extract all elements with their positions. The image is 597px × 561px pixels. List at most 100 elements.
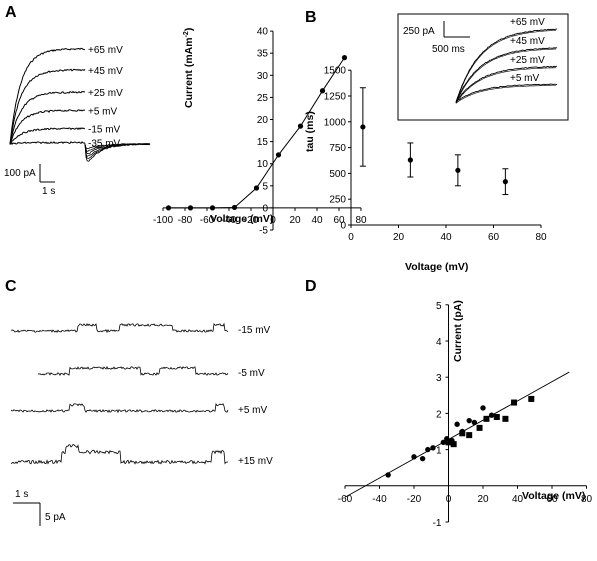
d-square-point	[483, 415, 490, 422]
b-y-tick-label: 750	[329, 143, 346, 154]
c-trace-label: -5 mV	[238, 368, 265, 379]
a-x-tick-label: 20	[289, 215, 301, 226]
a-trace-label: +5 mV	[88, 106, 118, 117]
d-y-tick-label: 2	[436, 409, 442, 420]
a-iv-point	[231, 204, 238, 211]
b-xlabel: Voltage (mV)	[405, 261, 468, 273]
d-y-tick-label: 3	[436, 373, 442, 384]
d-x-tick-label: -40	[372, 494, 387, 505]
b-point	[455, 167, 461, 173]
inset-trace-label: +65 mV	[510, 17, 545, 28]
inset-trace-label: +25 mV	[510, 55, 545, 66]
a-y-tick-label: 10	[257, 159, 269, 170]
b-point	[407, 157, 413, 163]
d-y-tick-label: -1	[433, 518, 442, 529]
a-trace-label: -35 mV	[88, 139, 121, 150]
a-y-tick-label: 20	[257, 115, 269, 126]
d-circle-point	[480, 405, 486, 411]
d-circle-point	[419, 455, 426, 462]
a-trace-line	[9, 127, 86, 145]
panel-a-iv-plot: Voltage (mV) Current (mAm-2) -100 -80 -60-…	[153, 27, 367, 237]
a-x-tick-label: -60	[200, 215, 215, 226]
a-x-tick-label: 80	[355, 215, 367, 226]
a-iv-point	[297, 123, 304, 129]
a-iv-point	[341, 55, 348, 61]
b-ylabel: tau (ms)	[304, 111, 316, 152]
d-square-point	[502, 415, 509, 422]
a-y-tick-label: 5	[262, 181, 268, 192]
a-x-tick-label: -80	[178, 215, 193, 226]
d-square-point	[511, 399, 518, 406]
panel-c-scale-bar: 1 s 5 pA	[13, 489, 66, 526]
a-trace-line	[9, 109, 86, 145]
b-point	[502, 179, 508, 185]
b-x-tick-label: 20	[393, 232, 405, 243]
panel-letter-c: C	[5, 278, 17, 295]
d-y-tick-label: 1	[436, 446, 442, 457]
d-square-point	[528, 395, 535, 402]
inset-scale-y-label: 250 pA	[403, 26, 435, 37]
panel-d-iv-plot: Voltage (mV) Current (pA) -60 -40 -20 0 20 40…	[338, 300, 593, 529]
a-tail-line	[84, 143, 151, 162]
d-fit-line	[344, 371, 570, 498]
inset-fit-line	[455, 48, 556, 104]
panel-b-tau-plot: Voltage (mV) tau (ms) 0 20 40 60 80025050075…	[304, 66, 547, 273]
b-y-tick-label: 500	[329, 169, 346, 180]
a-y-tick-label: 15	[257, 137, 269, 148]
b-point	[360, 124, 366, 130]
c-channel-trace	[37, 365, 229, 376]
inset-scale-x-label: 500 ms	[432, 44, 465, 55]
a-trace-label: -15 mV	[88, 125, 121, 136]
d-circle-point	[411, 454, 417, 460]
d-y-tick-label: 5	[436, 301, 442, 312]
c-channel-trace	[10, 444, 229, 465]
d-circle-point	[471, 419, 478, 426]
d-circle-point	[385, 472, 391, 478]
inset-trace-label: +5 mV	[510, 73, 540, 84]
panel-b-inset: 250 pA 500 ms +65 mV +45 mV +25 mV +5 mV	[397, 13, 569, 121]
panel-a-current-traces: +65 mV +45 mV +25 mV +5 mV -15 mV -35 mV	[9, 45, 151, 162]
d-x-tick-label: 60	[546, 494, 558, 505]
d-x-tick-label: -60	[338, 494, 353, 505]
inset-frame	[397, 13, 569, 121]
c-channel-trace	[10, 402, 229, 414]
d-square-point	[466, 432, 473, 439]
b-y-tick-label: 1000	[324, 117, 347, 128]
b-y-tick-label: 250	[329, 195, 346, 206]
b-x-tick-label: 40	[440, 232, 452, 243]
a-y-tick-label: -5	[259, 226, 268, 237]
inset-trace-line	[455, 83, 558, 103]
a-ylabel-main: Current (mAm	[183, 37, 195, 108]
a-x-tick-label: 0	[270, 215, 276, 226]
a-y-tick-label: 25	[257, 93, 269, 104]
a-y-tick-label: 0	[262, 203, 268, 214]
a-y-tick-label: 35	[257, 49, 269, 60]
inset-trace-line	[455, 28, 557, 103]
a-iv-point	[187, 205, 194, 211]
inset-trace-line	[455, 47, 558, 103]
a-ylabel-sup: -2	[183, 31, 190, 37]
c-trace-label: +15 mV	[238, 456, 273, 467]
d-y-tick-label: 4	[436, 337, 442, 348]
d-square-point	[450, 441, 457, 448]
b-y-tick-label: 1250	[324, 92, 347, 103]
d-circle-point	[440, 439, 447, 446]
a-trace-label: +65 mV	[88, 45, 123, 56]
inset-trace-line	[455, 65, 557, 103]
b-x-tick-label: 80	[535, 232, 547, 243]
d-circle-point	[425, 446, 431, 453]
b-x-tick-label: 60	[488, 232, 500, 243]
d-square-point	[459, 430, 466, 437]
a-iv-point	[165, 205, 172, 211]
panel-a-scale-bar: 100 pA 1 s	[4, 164, 55, 197]
c-channel-trace	[10, 322, 229, 334]
a-x-tick-label: 60	[333, 215, 345, 226]
a-ylabel: Current (mAm-2)	[183, 28, 195, 108]
a-iv-point	[319, 88, 326, 94]
d-x-tick-label: 20	[477, 494, 489, 505]
a-ylabel-end: )	[183, 28, 195, 32]
d-ylabel: Current (pA)	[452, 300, 464, 362]
a-trace-line	[9, 90, 86, 145]
d-circle-point	[430, 445, 436, 451]
